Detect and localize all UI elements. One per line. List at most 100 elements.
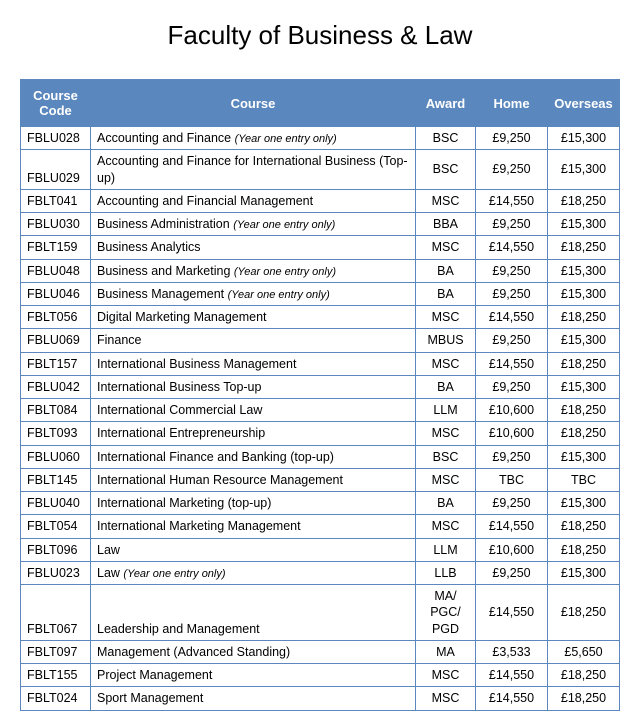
- cell-overseas: £15,300: [548, 329, 620, 352]
- cell-course: Sport Management: [91, 687, 416, 710]
- cell-course: International Commercial Law: [91, 399, 416, 422]
- cell-overseas: £5,650: [548, 640, 620, 663]
- course-name: Business Administration: [97, 217, 230, 231]
- cell-code: FBLU023: [21, 561, 91, 584]
- cell-course: Accounting and Financial Management: [91, 189, 416, 212]
- cell-course: International Marketing (top-up): [91, 492, 416, 515]
- cell-award: MSC: [416, 664, 476, 687]
- cell-course: International Finance and Banking (top-u…: [91, 445, 416, 468]
- cell-code: FBLT067: [21, 585, 91, 641]
- cell-overseas: £18,250: [548, 422, 620, 445]
- cell-course: International Entrepreneurship: [91, 422, 416, 445]
- cell-home: £9,250: [476, 213, 548, 236]
- course-name: Digital Marketing Management: [97, 310, 267, 324]
- cell-home: £9,250: [476, 492, 548, 515]
- cell-home: £9,250: [476, 150, 548, 190]
- cell-home: £10,600: [476, 399, 548, 422]
- cell-award: BA: [416, 282, 476, 305]
- cell-code: FBLU042: [21, 375, 91, 398]
- cell-course: International Business Top-up: [91, 375, 416, 398]
- course-fee-table: Course Code Course Award Home Overseas F…: [20, 79, 620, 711]
- table-row: FBLU046Business Management (Year one ent…: [21, 282, 620, 305]
- cell-home: £14,550: [476, 687, 548, 710]
- cell-award: BA: [416, 375, 476, 398]
- course-note: (Year one entry only): [228, 289, 330, 301]
- cell-code: FBLT093: [21, 422, 91, 445]
- cell-award: MA: [416, 640, 476, 663]
- cell-award: BSC: [416, 150, 476, 190]
- cell-home: £14,550: [476, 515, 548, 538]
- cell-code: FBLU028: [21, 127, 91, 150]
- cell-award: BSC: [416, 445, 476, 468]
- course-name: Business and Marketing: [97, 264, 230, 278]
- cell-course: Management (Advanced Standing): [91, 640, 416, 663]
- table-row: FBLU040International Marketing (top-up)B…: [21, 492, 620, 515]
- course-name: Business Analytics: [97, 240, 201, 254]
- course-note: (Year one entry only): [234, 266, 336, 278]
- cell-award: BA: [416, 259, 476, 282]
- course-note: (Year one entry only): [235, 133, 337, 145]
- cell-home: £14,550: [476, 585, 548, 641]
- cell-overseas: £18,250: [548, 538, 620, 561]
- cell-overseas: £18,250: [548, 236, 620, 259]
- cell-course: Business and Marketing (Year one entry o…: [91, 259, 416, 282]
- cell-award: MSC: [416, 352, 476, 375]
- course-name: Leadership and Management: [97, 622, 260, 636]
- cell-code: FBLT024: [21, 687, 91, 710]
- cell-award: LLM: [416, 538, 476, 561]
- course-name: Accounting and Finance: [97, 131, 231, 145]
- cell-code: FBLT084: [21, 399, 91, 422]
- table-row: FBLU028 Accounting and Finance (Year one …: [21, 127, 620, 150]
- cell-code: FBLU029: [21, 150, 91, 190]
- cell-overseas: £15,300: [548, 561, 620, 584]
- table-row: FBLU069FinanceMBUS£9,250£15,300: [21, 329, 620, 352]
- course-name: International Marketing Management: [97, 519, 301, 533]
- cell-home: £9,250: [476, 259, 548, 282]
- cell-award: MBUS: [416, 329, 476, 352]
- col-course-code: Course Code: [21, 80, 91, 127]
- cell-code: FBLU060: [21, 445, 91, 468]
- cell-code: FBLT157: [21, 352, 91, 375]
- course-name: International Business Management: [97, 357, 296, 371]
- cell-award: MSC: [416, 515, 476, 538]
- cell-course: Business Management (Year one entry only…: [91, 282, 416, 305]
- cell-home: £14,550: [476, 352, 548, 375]
- cell-home: TBC: [476, 468, 548, 491]
- course-note: (Year one entry only): [233, 219, 335, 231]
- cell-home: £14,550: [476, 236, 548, 259]
- cell-overseas: £15,300: [548, 375, 620, 398]
- table-row: FBLT157 International Business Management…: [21, 352, 620, 375]
- cell-award: LLM: [416, 399, 476, 422]
- table-row: FBLU023Law (Year one entry only)LLB£9,25…: [21, 561, 620, 584]
- col-award: Award: [416, 80, 476, 127]
- table-row: FBLU048Business and Marketing (Year one …: [21, 259, 620, 282]
- table-row: FBLT155Project ManagementMSC£14,550£18,2…: [21, 664, 620, 687]
- cell-overseas: £15,300: [548, 282, 620, 305]
- cell-code: FBLT145: [21, 468, 91, 491]
- course-name: Law: [97, 543, 120, 557]
- cell-course: Accounting and Finance for International…: [91, 150, 416, 190]
- cell-code: FBLU046: [21, 282, 91, 305]
- course-name: Finance: [97, 333, 141, 347]
- cell-award: BSC: [416, 127, 476, 150]
- cell-home: £10,600: [476, 538, 548, 561]
- table-row: FBLT093International EntrepreneurshipMSC…: [21, 422, 620, 445]
- cell-course: International Marketing Management: [91, 515, 416, 538]
- table-row: FBLT054International Marketing Managemen…: [21, 515, 620, 538]
- cell-overseas: £18,250: [548, 189, 620, 212]
- col-overseas: Overseas: [548, 80, 620, 127]
- cell-course: Digital Marketing Management: [91, 306, 416, 329]
- table-row: FBLT067Leadership and ManagementMA/ PGC/…: [21, 585, 620, 641]
- cell-home: £9,250: [476, 445, 548, 468]
- table-row: FBLT159Business AnalyticsMSC£14,550£18,2…: [21, 236, 620, 259]
- course-name: International Business Top-up: [97, 380, 261, 394]
- col-course: Course: [91, 80, 416, 127]
- cell-overseas: £18,250: [548, 585, 620, 641]
- cell-overseas: £18,250: [548, 352, 620, 375]
- cell-code: FBLT155: [21, 664, 91, 687]
- cell-course: Law (Year one entry only): [91, 561, 416, 584]
- cell-overseas: £15,300: [548, 150, 620, 190]
- cell-course: International Business Management: [91, 352, 416, 375]
- course-name: International Marketing (top-up): [97, 496, 271, 510]
- page-title: Faculty of Business & Law: [20, 20, 620, 51]
